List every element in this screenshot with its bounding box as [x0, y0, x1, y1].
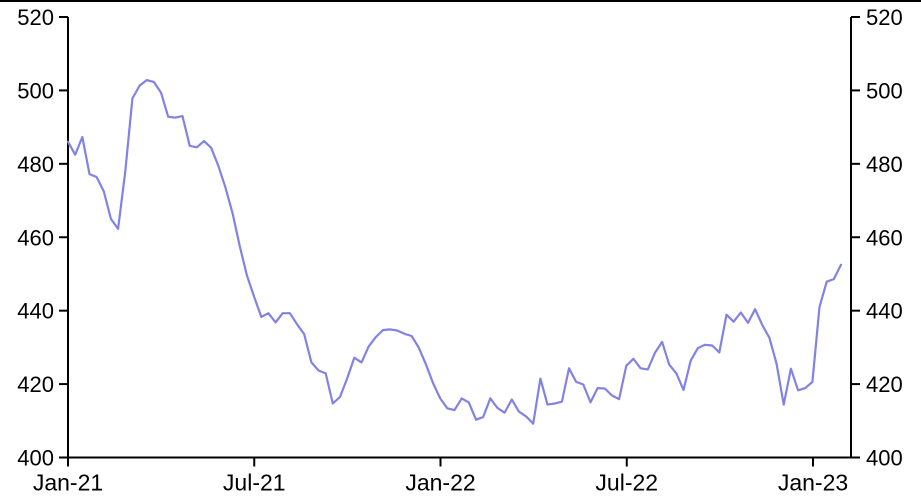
chart-top-border	[0, 0, 921, 2]
x-axis-tick-label: Jul-22	[595, 470, 658, 496]
y-axis-tick-label-right: 520	[866, 5, 903, 30]
x-axis-tick-label: Jul-21	[223, 470, 286, 496]
y-axis-tick-label-right: 480	[866, 152, 903, 177]
y-axis-tick-label-right: 420	[866, 372, 903, 397]
y-axis-tick-label-right: 400	[866, 446, 903, 471]
y-axis-tick-label-left: 420	[17, 372, 54, 397]
x-axis-tick-label: Jan-23	[778, 470, 848, 496]
y-axis-tick-label-left: 500	[17, 78, 54, 103]
y-axis-tick-label-left: 460	[17, 225, 54, 250]
y-axis-tick-label-left: 520	[17, 5, 54, 30]
x-axis-tick-label: Jan-22	[405, 470, 475, 496]
y-axis-tick-label-left: 440	[17, 299, 54, 324]
y-axis-tick-label-right: 500	[866, 78, 903, 103]
y-axis-tick-label-right: 460	[866, 225, 903, 250]
y-axis-tick-label-left: 400	[17, 446, 54, 471]
y-axis-tick-label-right: 440	[866, 299, 903, 324]
x-axis-tick-label: Jan-21	[33, 470, 103, 496]
data-line-index-level	[66, 78, 843, 425]
y-axis-tick-label-left: 480	[17, 152, 54, 177]
